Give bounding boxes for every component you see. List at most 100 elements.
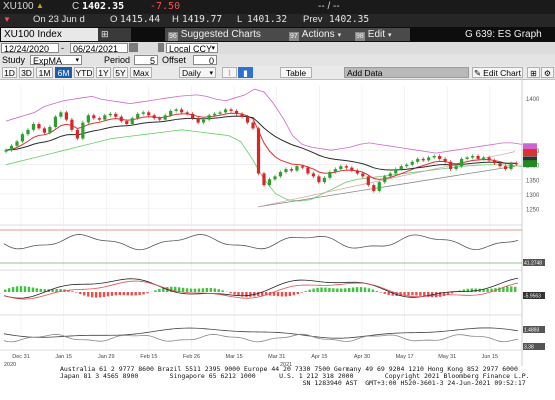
candle-body [344, 166, 348, 168]
macd-histogram-bar [75, 292, 78, 293]
end-date-field[interactable]: 06/24/2021 [70, 43, 128, 54]
macd-histogram-bar [51, 289, 54, 292]
date-range-bar: 12/24/2020 - 06/24/2021 Local CCY [0, 42, 555, 54]
period-field[interactable]: 5 [134, 55, 158, 66]
edit-button[interactable]: 98 Edit ▾ [352, 28, 410, 41]
candle-body [498, 163, 502, 167]
macd-histogram-bar [185, 288, 189, 292]
zoom-button[interactable]: ⊞ [527, 67, 540, 78]
macd-histogram-bar [466, 288, 469, 292]
candle-body [394, 169, 398, 174]
candle-body [59, 112, 63, 117]
actions-button[interactable]: 97 Actions ▾ [286, 28, 354, 41]
suggested-charts-button[interactable]: 96 Suggested Charts [165, 28, 288, 41]
study-dropdown[interactable]: ExpMA [30, 55, 82, 66]
candle-body [169, 110, 173, 116]
date-axis-label: Mar 31 [268, 354, 285, 360]
price-tick-label: 1250 [526, 207, 540, 213]
tab-1m[interactable]: 1M [36, 67, 53, 78]
quote-bar: XU100 ▲ C 1402.35 -7.50 -- / -- [0, 0, 555, 14]
macd-histogram-bar [130, 292, 133, 296]
macd-histogram-bar [316, 287, 319, 292]
macd-histogram-bar [39, 288, 42, 292]
macd-histogram-bar [427, 292, 430, 297]
macd-histogram-bar [375, 290, 379, 292]
candle-body [322, 177, 326, 183]
tab-5y[interactable]: 5Y [113, 67, 128, 78]
tab-1d[interactable]: 1D [2, 67, 17, 78]
start-date-field[interactable]: 12/24/2020 [1, 43, 59, 54]
macd-histogram-bar [506, 286, 509, 292]
macd-histogram-bar [411, 292, 414, 296]
chart-type-button[interactable]: ▮ [238, 67, 253, 78]
candle-body [481, 157, 486, 159]
macd-histogram-bar [391, 292, 394, 296]
candle-body [37, 124, 41, 129]
macd-histogram-bar [158, 288, 161, 292]
tab-3d[interactable]: 3D [19, 67, 34, 78]
macd-histogram-bar [284, 292, 288, 297]
tab-max[interactable]: Max [130, 67, 152, 78]
macd-histogram-bar [122, 292, 126, 296]
indicator-value-tag [523, 259, 545, 266]
macd-histogram-bar [134, 292, 137, 296]
line-style-button[interactable]: ⌇ [222, 67, 237, 78]
indicator-value-label: 1.4893 [524, 328, 540, 334]
currency-dropdown[interactable]: Local CCY [166, 43, 218, 54]
table-button[interactable]: Table [280, 67, 312, 78]
candle-body [377, 182, 381, 191]
candle-body [383, 176, 387, 183]
macd-histogram-bar [87, 292, 90, 297]
security-field[interactable]: XU100 Index [1, 28, 100, 41]
year-label: 2021 [280, 362, 292, 366]
macd-histogram-bar [4, 289, 7, 292]
tab-6m[interactable]: 6M [55, 67, 72, 78]
macd-histogram-bar [434, 292, 438, 298]
candle-body [202, 119, 206, 123]
pencil-icon: ✎ [474, 68, 482, 78]
macd-histogram-bar [272, 292, 276, 296]
macd-histogram-bar [498, 287, 501, 292]
candle-body [278, 172, 283, 177]
macd-histogram-bar [201, 288, 205, 292]
footer-line-2: Japan 81 3 4565 8900 Singapore 65 6212 1… [60, 372, 530, 380]
security-field-text: XU100 Index [4, 29, 62, 40]
candle-body [196, 118, 200, 123]
calendar-icon[interactable] [129, 43, 138, 52]
candle-body [460, 158, 464, 167]
candle-body [372, 185, 376, 191]
macd-histogram-bar [351, 287, 355, 292]
macd-histogram-bar [55, 289, 58, 292]
macd-histogram-bar [407, 292, 410, 296]
candle-body [185, 112, 189, 114]
function-bar: XU100 Index ⊞ 96 Suggested Charts 97 Actio… [0, 27, 555, 42]
price-chart[interactable]: 14501400135013001250140041.2748-5.95631.… [0, 80, 555, 366]
candle-body [163, 115, 167, 120]
high-label: H [172, 14, 179, 25]
macd-histogram-bar [118, 292, 122, 296]
candle-body [273, 176, 277, 180]
candle-body [427, 157, 431, 161]
candle-body [317, 176, 321, 183]
macd-histogram-bar [300, 292, 303, 293]
add-data-field[interactable]: Add Data [344, 67, 469, 78]
macd-histogram-bar [261, 292, 264, 296]
prev-value: 1402.35 [329, 14, 370, 25]
tab-1y[interactable]: 1Y [96, 67, 111, 78]
study-value: ExpMA [33, 56, 63, 66]
date-axis-label: Apr 15 [311, 354, 327, 360]
edit-chart-button[interactable]: ✎ Edit Chart [472, 67, 523, 78]
offset-field[interactable]: 0 [193, 55, 217, 66]
macd-histogram-bar [415, 292, 418, 296]
interval-dropdown[interactable]: Daily [179, 67, 216, 79]
edit-chart-label: Edit Chart [483, 68, 521, 78]
macd-histogram-bar [257, 292, 260, 297]
tab-ytd[interactable]: YTD [74, 67, 94, 78]
macd-histogram-bar [126, 292, 129, 296]
candle-body [410, 161, 414, 165]
candle-body [97, 118, 101, 120]
candle-body [443, 158, 447, 162]
settings-button[interactable]: ⚙ [541, 67, 554, 78]
graph-button[interactable]: ⊞ [98, 28, 131, 41]
last-price-tag [523, 160, 537, 168]
